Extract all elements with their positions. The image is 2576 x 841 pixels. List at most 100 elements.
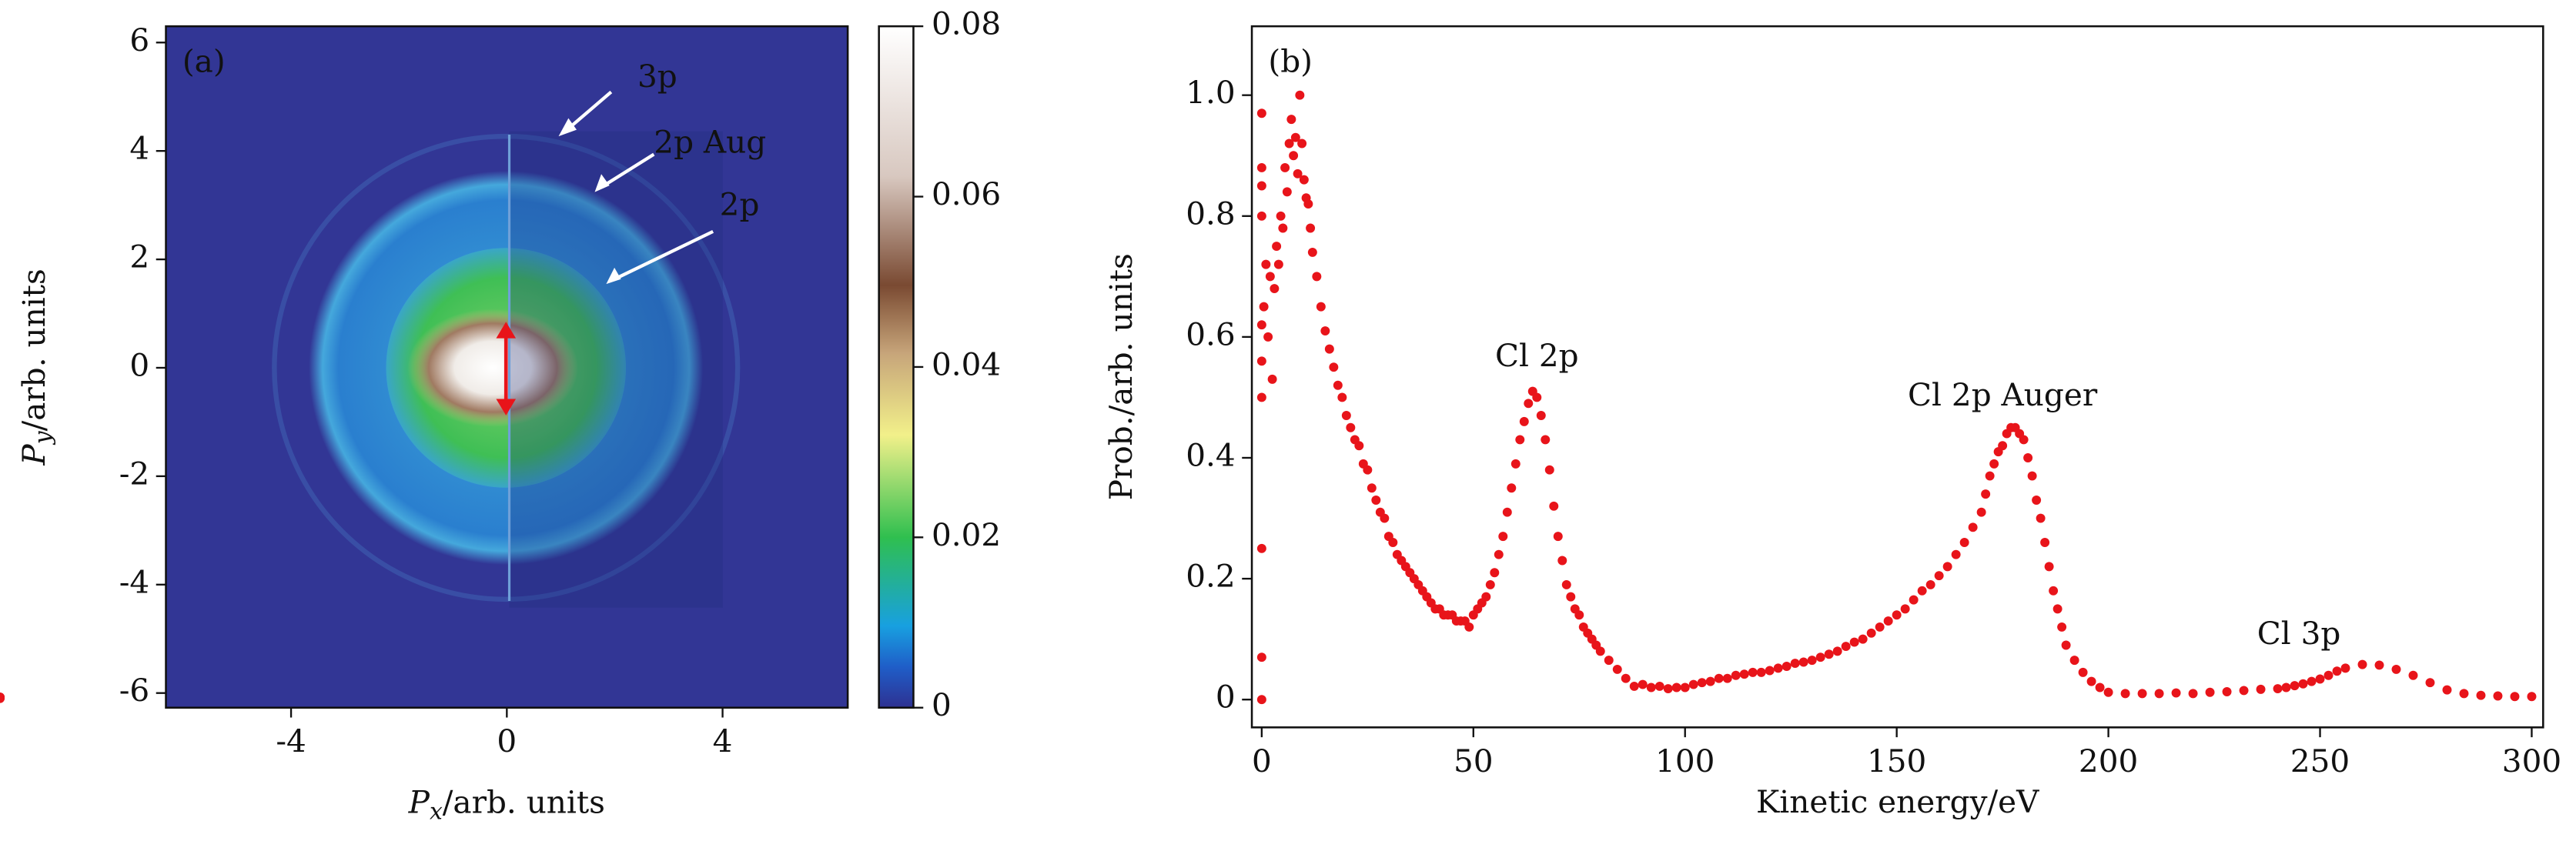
data-point bbox=[2239, 686, 2249, 696]
data-point bbox=[1286, 115, 1296, 125]
data-point bbox=[1515, 435, 1525, 445]
data-point bbox=[1388, 537, 1398, 547]
data-point bbox=[2044, 562, 2054, 572]
data-point bbox=[1942, 562, 1952, 572]
y-tick-label: 1.0 bbox=[1186, 74, 1235, 111]
data-point bbox=[1256, 108, 1266, 118]
data-point bbox=[1273, 259, 1283, 269]
annotation: 2p bbox=[720, 185, 760, 222]
data-point bbox=[2476, 690, 2486, 700]
data-point bbox=[1654, 681, 1664, 691]
x-tick-label: 250 bbox=[2290, 743, 2350, 779]
data-point bbox=[1892, 610, 1902, 620]
data-point bbox=[1883, 616, 1893, 626]
data-point bbox=[1951, 549, 1961, 559]
colorbar-tick-label: 0.06 bbox=[932, 175, 1001, 212]
data-point bbox=[1985, 471, 1995, 481]
data-point bbox=[1256, 162, 1266, 172]
data-point bbox=[1544, 465, 1554, 475]
data-point bbox=[1259, 302, 1269, 312]
x-axis-label: Kinetic energy/eV bbox=[1756, 783, 2039, 820]
data-point bbox=[1380, 513, 1390, 523]
data-point bbox=[1261, 259, 1271, 269]
data-point bbox=[1485, 579, 1495, 589]
x-tick-label: 150 bbox=[1867, 743, 1926, 779]
data-point bbox=[1263, 332, 1273, 342]
data-point bbox=[1481, 592, 1491, 602]
data-point bbox=[1832, 646, 1842, 656]
x-tick-label: 0 bbox=[497, 723, 517, 759]
data-point bbox=[1312, 272, 1322, 282]
x-tick-label: 100 bbox=[1655, 743, 1715, 779]
data-point bbox=[1765, 666, 1775, 676]
y-tick-label: 0.6 bbox=[1186, 315, 1235, 352]
data-point bbox=[2019, 435, 2029, 445]
data-point bbox=[2057, 622, 2067, 632]
data-point bbox=[2040, 537, 2050, 547]
data-point bbox=[1875, 622, 1885, 632]
data-point bbox=[2069, 656, 2079, 666]
data-point bbox=[1705, 676, 1715, 686]
data-point bbox=[1256, 652, 1266, 662]
data-point bbox=[1646, 682, 1656, 692]
data-point bbox=[1267, 374, 1277, 384]
colorbar-tick-label: 0.04 bbox=[932, 345, 1001, 382]
data-point bbox=[1756, 667, 1766, 677]
data-point bbox=[2357, 659, 2367, 669]
data-point bbox=[1807, 656, 1817, 666]
data-point bbox=[2442, 685, 2452, 695]
data-point bbox=[2154, 689, 2164, 699]
y-tick-label: -6 bbox=[119, 672, 149, 709]
data-point bbox=[2086, 676, 2096, 686]
data-point bbox=[1638, 679, 1648, 689]
x-tick-label: -4 bbox=[276, 723, 306, 759]
data-point bbox=[1502, 507, 1512, 517]
data-point bbox=[2527, 692, 2537, 702]
data-point bbox=[1934, 571, 1944, 581]
annotation: Cl 3p bbox=[2257, 615, 2341, 652]
data-point bbox=[1256, 181, 1266, 191]
data-point bbox=[1959, 537, 1969, 547]
data-point bbox=[2391, 664, 2401, 674]
data-point bbox=[1316, 302, 1326, 312]
data-point bbox=[1595, 646, 1605, 656]
colorbar-tick-label: 0 bbox=[932, 686, 952, 723]
panel-label: (a) bbox=[182, 43, 226, 80]
data-point bbox=[2307, 676, 2317, 686]
data-point bbox=[1524, 399, 1534, 409]
data-point bbox=[1299, 175, 1309, 185]
data-point bbox=[2095, 682, 2105, 692]
data-point bbox=[2290, 681, 2300, 691]
data-point bbox=[2171, 688, 2181, 698]
data-point bbox=[1557, 556, 1567, 566]
data-point bbox=[2032, 496, 2042, 505]
data-point bbox=[2298, 679, 2308, 689]
data-point bbox=[1532, 392, 1542, 402]
colorbar-tick-label: 0.08 bbox=[932, 5, 1001, 42]
data-point bbox=[2049, 586, 2059, 596]
data-point bbox=[1464, 622, 1474, 632]
x-tick-label: 0 bbox=[1252, 743, 1272, 779]
data-point bbox=[1498, 532, 1508, 542]
data-point bbox=[1621, 673, 1631, 683]
data-point bbox=[1781, 662, 1791, 671]
data-point bbox=[1968, 522, 1978, 532]
data-point bbox=[1256, 356, 1266, 366]
data-point bbox=[1290, 132, 1300, 142]
data-point bbox=[2374, 660, 2384, 670]
data-point bbox=[1256, 543, 1266, 553]
data-point bbox=[1748, 667, 1758, 677]
y-tick-label: 2 bbox=[129, 239, 149, 275]
data-point bbox=[1925, 579, 1935, 589]
data-point bbox=[1284, 138, 1294, 149]
data-point bbox=[1256, 392, 1266, 402]
data-point bbox=[1989, 459, 1999, 469]
data-point bbox=[2273, 684, 2283, 694]
data-point bbox=[1278, 223, 1288, 233]
data-point bbox=[2315, 674, 2325, 684]
data-point bbox=[1739, 669, 1749, 679]
data-point bbox=[1265, 272, 1275, 282]
axis-unit: /arb. units bbox=[15, 269, 52, 431]
data-point bbox=[1722, 673, 1732, 683]
